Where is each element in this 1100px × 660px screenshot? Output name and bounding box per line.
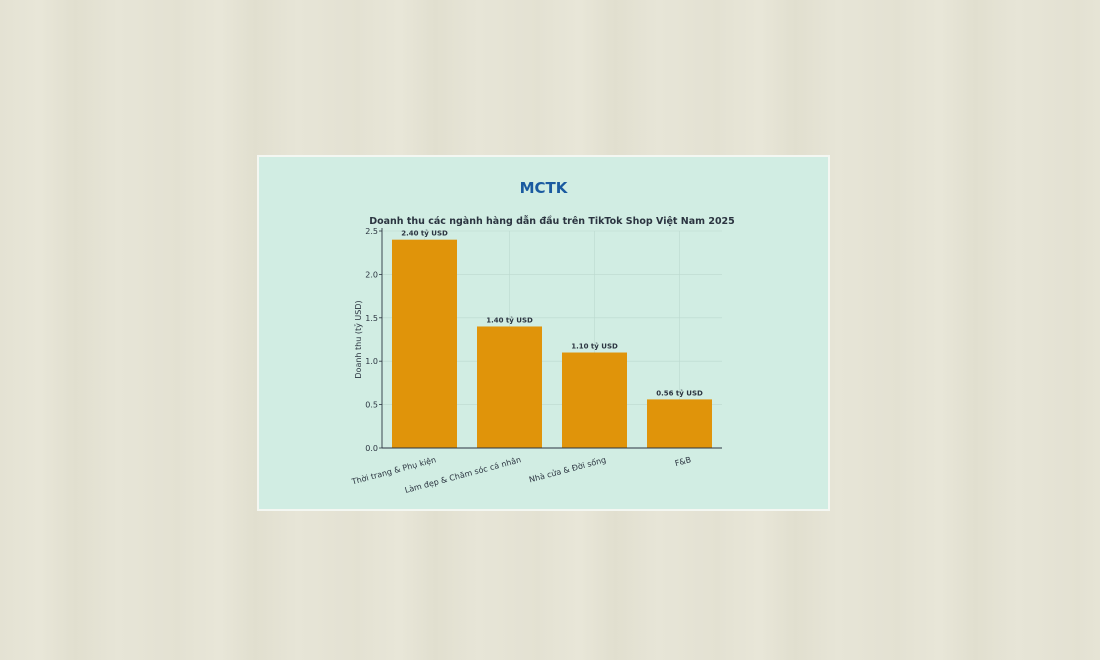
data-label: 2.40 tỷ USD xyxy=(401,229,448,238)
y-tick-label: 1.5 xyxy=(365,314,378,323)
x-tick-label: F&B xyxy=(674,455,692,468)
y-tick-label: 0.0 xyxy=(365,444,378,453)
chart-card: MCTK xyxy=(257,155,830,511)
data-label: 0.56 tỷ USD xyxy=(656,388,703,397)
y-tick-label: 1.0 xyxy=(365,357,378,366)
y-tick-label: 2.0 xyxy=(365,270,378,279)
x-tick-label: Nhà cửa & Đời sống xyxy=(528,454,607,484)
data-label: 1.10 tỷ USD xyxy=(571,342,618,351)
chart-title: Doanh thu các ngành hàng dẫn đầu trên Ti… xyxy=(369,216,735,227)
y-tick-label: 2.5 xyxy=(365,227,378,236)
y-axis-label: Doanh thu (tỷ USD) xyxy=(354,300,363,378)
bar xyxy=(647,399,712,448)
data-label: 1.40 tỷ USD xyxy=(486,315,533,324)
brand-title: MCTK xyxy=(519,179,568,197)
y-tick-label: 0.5 xyxy=(365,401,378,410)
bar xyxy=(477,326,542,448)
bar xyxy=(392,239,457,448)
bar xyxy=(562,352,627,448)
